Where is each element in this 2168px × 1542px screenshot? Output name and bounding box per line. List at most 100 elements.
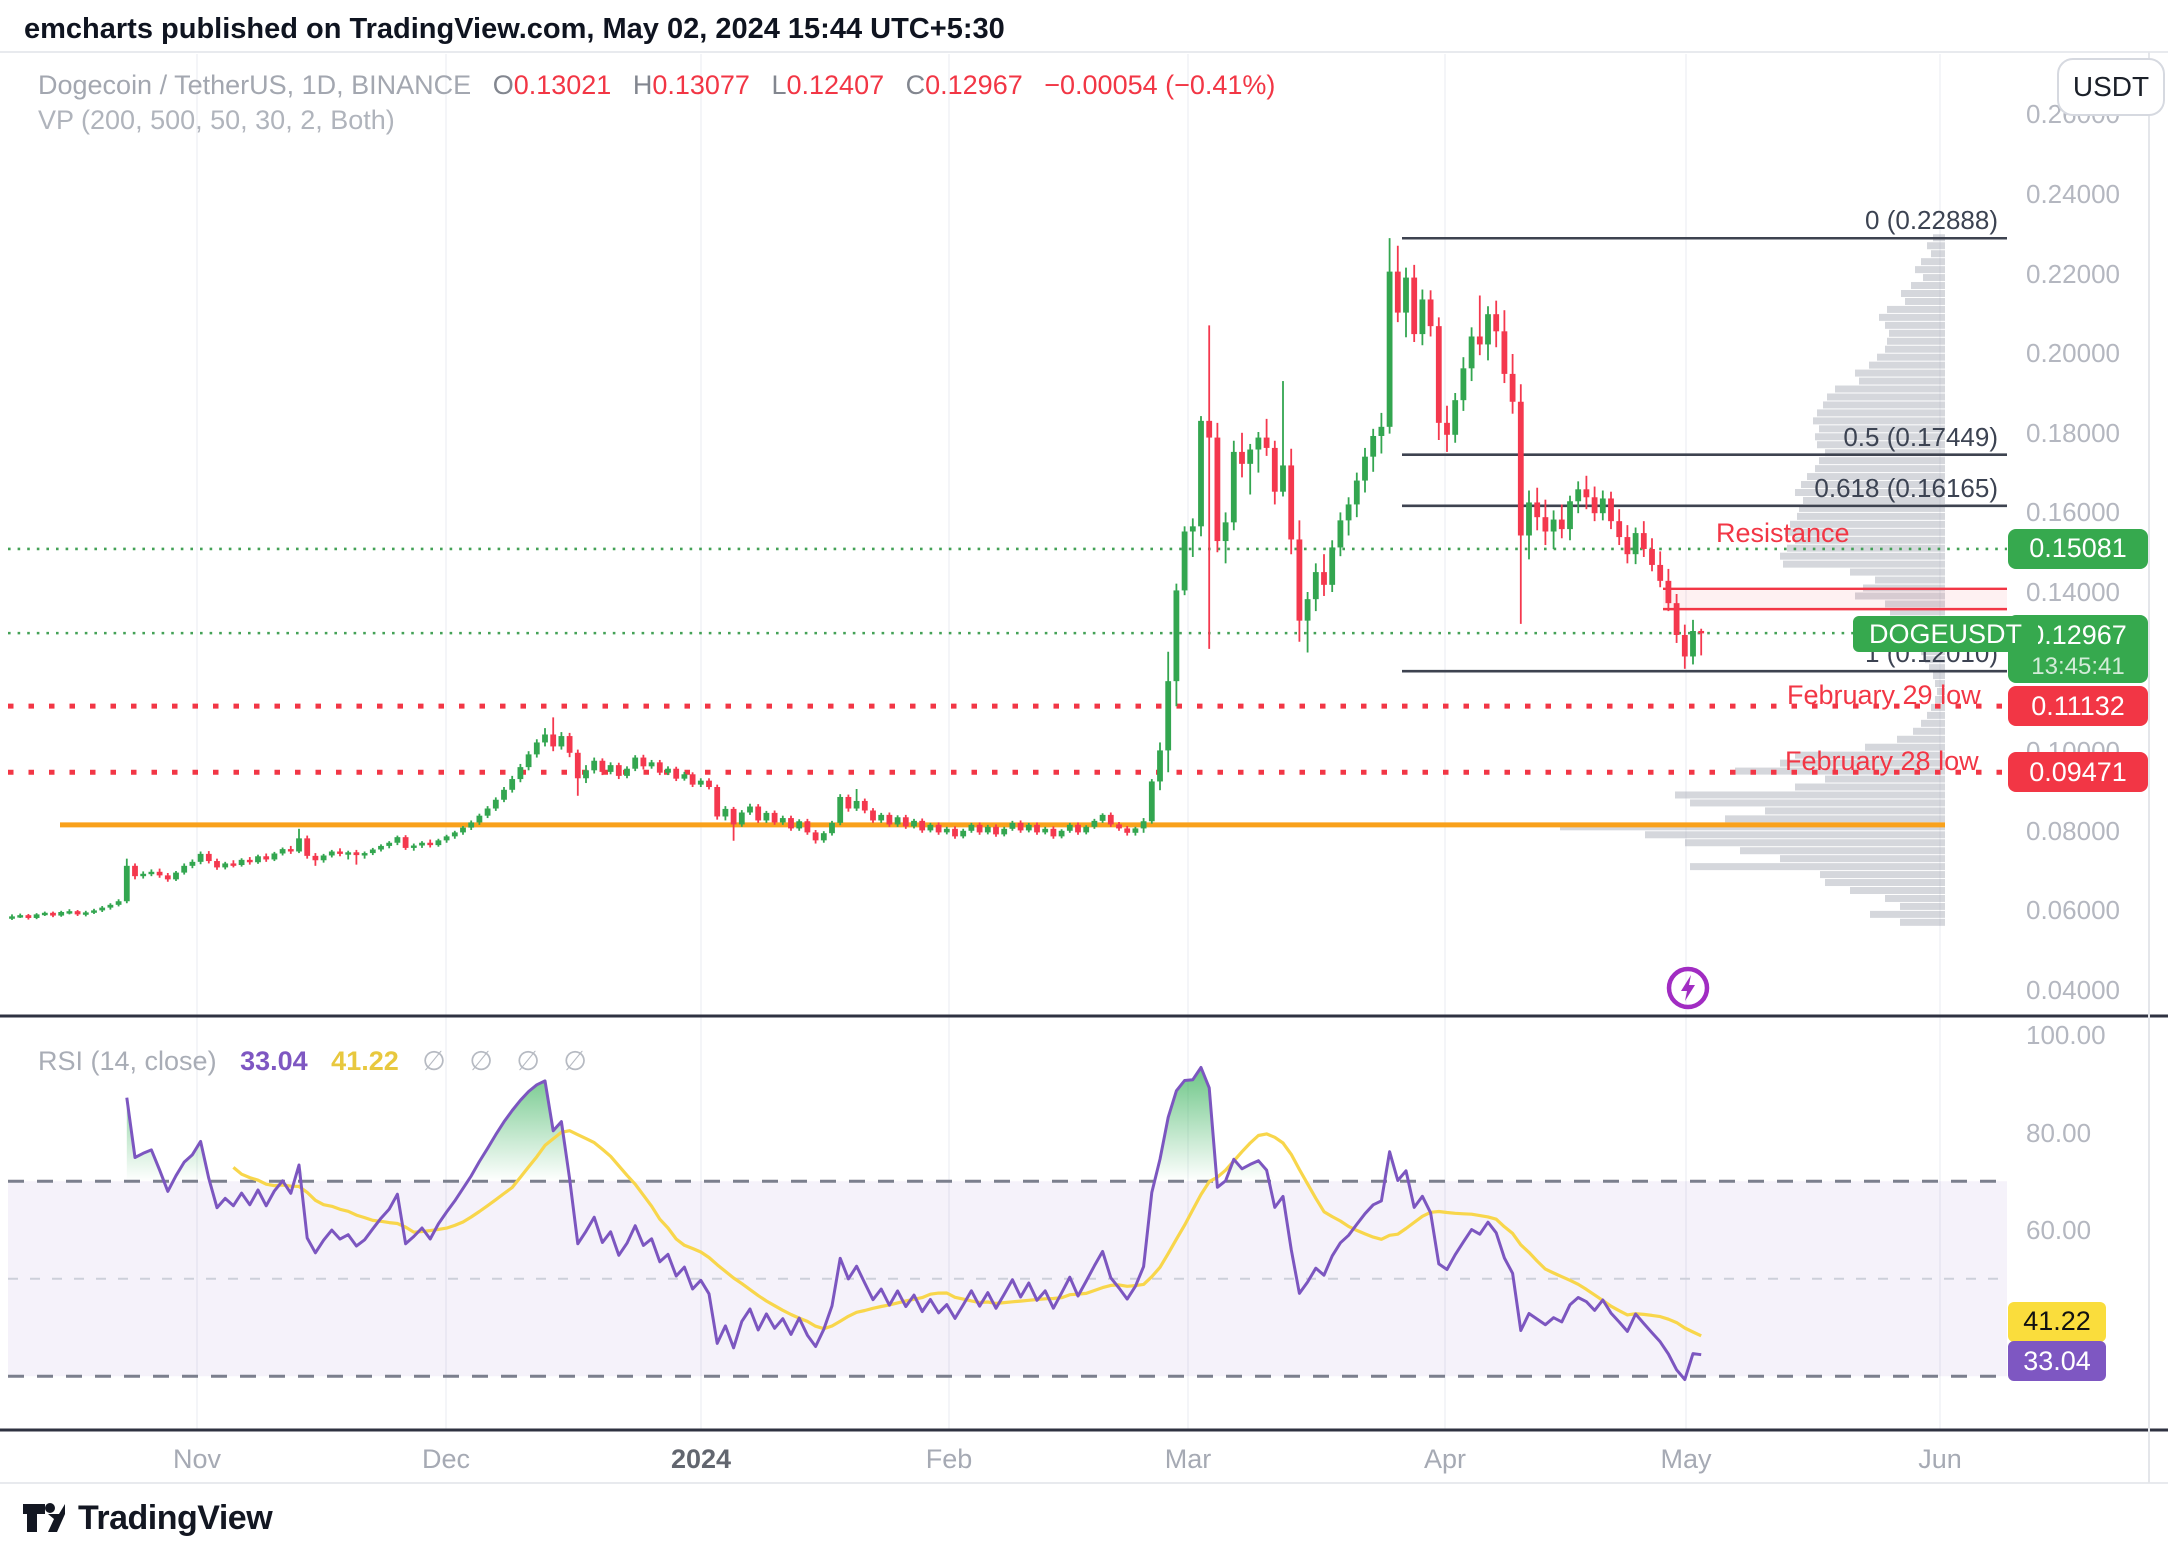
- volume-profile-bar: [1869, 361, 1945, 369]
- volume-profile-bar: [1901, 290, 1945, 297]
- candle-body: [238, 859, 245, 866]
- candle-body: [763, 812, 770, 821]
- candle-body: [132, 865, 138, 877]
- candle-body: [246, 859, 253, 863]
- symbol-legend[interactable]: Dogecoin / TetherUS, 1D, BINANCE O0.1302…: [38, 70, 1275, 101]
- candle-body: [492, 799, 499, 809]
- lightning-bolt-icon[interactable]: [1664, 964, 1712, 1012]
- volume-profile-bar: [1921, 719, 1945, 727]
- candle-body: [1353, 480, 1360, 505]
- candle-body: [1083, 826, 1090, 833]
- rsi-axis-label: 60.00: [2026, 1215, 2092, 1245]
- volume-profile-bar: [1725, 815, 1945, 823]
- candle-body: [353, 852, 360, 856]
- candle-body: [1091, 820, 1098, 827]
- candle-body: [607, 765, 614, 772]
- candle-body: [427, 842, 434, 846]
- volume-profile-bar: [1740, 847, 1945, 855]
- volume-profile-bar: [1929, 664, 1945, 672]
- volume-profile-bar: [1937, 688, 1945, 695]
- volume-profile-bar: [1785, 528, 1945, 536]
- time-axis-label-Mar[interactable]: Mar: [1164, 1444, 1212, 1474]
- currency-toggle-button[interactable]: USDT: [2057, 58, 2165, 116]
- candle-body: [615, 765, 622, 776]
- volume-profile-bar: [1911, 282, 1945, 290]
- volume-profile-bar: [1780, 759, 1945, 767]
- candle-body: [1665, 580, 1672, 604]
- candle-body: [1222, 522, 1229, 542]
- rsi-line: [125, 1066, 1702, 1381]
- candle-body: [1132, 828, 1139, 833]
- rsi-empty-slot-icon: ∅: [516, 1046, 540, 1076]
- time-axis-label-May[interactable]: May: [1660, 1444, 1712, 1474]
- volume-profile-bar: [1825, 775, 1945, 783]
- tradingview-logo-mark: [23, 1503, 65, 1532]
- candle-body: [1288, 465, 1295, 540]
- volume-profile-bar: [1675, 791, 1945, 799]
- low-level-badge: 0.11132: [2008, 686, 2148, 727]
- candle-body: [1050, 828, 1057, 837]
- candle-body: [1075, 824, 1081, 833]
- candle-body: [820, 833, 827, 841]
- candle-body: [304, 838, 311, 856]
- tradingview-logo[interactable]: TradingView: [22, 1498, 273, 1538]
- candle-body: [902, 817, 909, 827]
- volume-profile-bar: [1690, 863, 1945, 871]
- candle-body: [935, 824, 942, 833]
- volume-profile-bar: [1797, 512, 1945, 520]
- rsi-legend[interactable]: RSI (14, close) 33.04 41.22 ∅ ∅ ∅ ∅: [38, 1046, 587, 1077]
- rsi-empty-slot-icon: ∅: [563, 1046, 587, 1076]
- red-channel-fill[interactable]: [1663, 588, 2007, 610]
- time-axis-label-Jun[interactable]: Jun: [1918, 1444, 1962, 1474]
- candle-body: [738, 812, 745, 825]
- price-axis-label: 0.24000: [2026, 179, 2120, 209]
- candle-body: [550, 734, 557, 747]
- candle-body: [156, 871, 163, 876]
- candle-body: [1345, 504, 1352, 521]
- candle-body: [328, 851, 335, 856]
- feb29-low-label: February 29 low: [1787, 680, 1981, 710]
- bar-countdown-timer: 13:45:41: [2031, 652, 2125, 680]
- price-axis[interactable]: 0.260000.240000.220000.200000.180000.160…: [2008, 0, 2168, 1542]
- volume-profile-bar: [1787, 544, 1945, 552]
- change-value: −0.00054 (−0.41%): [1044, 70, 1276, 100]
- time-axis-label-2024[interactable]: 2024: [670, 1444, 732, 1474]
- symbol-title: Dogecoin / TetherUS, 1D, BINANCE: [38, 70, 472, 100]
- tradingview-logo-text: TradingView: [78, 1498, 273, 1537]
- rsi-empty-slot-icon: ∅: [469, 1046, 493, 1076]
- candle-body: [468, 822, 475, 828]
- candle-body: [1640, 533, 1647, 550]
- candle-body: [1575, 489, 1582, 502]
- candle-body: [91, 910, 97, 913]
- volume-profile-bar: [1820, 871, 1945, 879]
- candle-body: [1124, 828, 1131, 833]
- volume-profile-bar: [1900, 918, 1945, 926]
- candle-body: [1247, 449, 1254, 464]
- candle-body: [386, 842, 393, 846]
- candle-body: [1239, 451, 1245, 464]
- volume-profile-bar: [1877, 353, 1945, 361]
- candle-body: [861, 800, 868, 811]
- time-axis-label-Nov[interactable]: Nov: [172, 1444, 221, 1474]
- candle-body: [1009, 822, 1016, 829]
- volume-profile-bar: [1931, 250, 1945, 258]
- candle-body: [1140, 821, 1147, 829]
- close-value: 0.12967: [925, 70, 1023, 100]
- vp-indicator-legend[interactable]: VP (200, 500, 50, 30, 2, Both): [38, 105, 395, 135]
- candle-body: [1017, 822, 1024, 831]
- price-axis-label: 0.22000: [2026, 258, 2120, 289]
- candle-body: [164, 875, 171, 880]
- candle-body: [665, 768, 671, 773]
- candle-body: [673, 768, 680, 779]
- candle-body: [1394, 271, 1401, 313]
- price-axis-label: 0.08000: [2026, 815, 2120, 846]
- time-axis-label-Feb[interactable]: Feb: [925, 1444, 973, 1474]
- candle-body: [1116, 824, 1122, 829]
- time-axis-label-Apr[interactable]: Apr: [1423, 1444, 1467, 1474]
- price-axis-label: 0.04000: [2026, 975, 2120, 1005]
- time-axis-label-Dec[interactable]: Dec: [421, 1444, 470, 1474]
- volume-profile-bar: [1933, 672, 1945, 680]
- candle-body: [1378, 426, 1385, 436]
- candle-body: [788, 818, 794, 829]
